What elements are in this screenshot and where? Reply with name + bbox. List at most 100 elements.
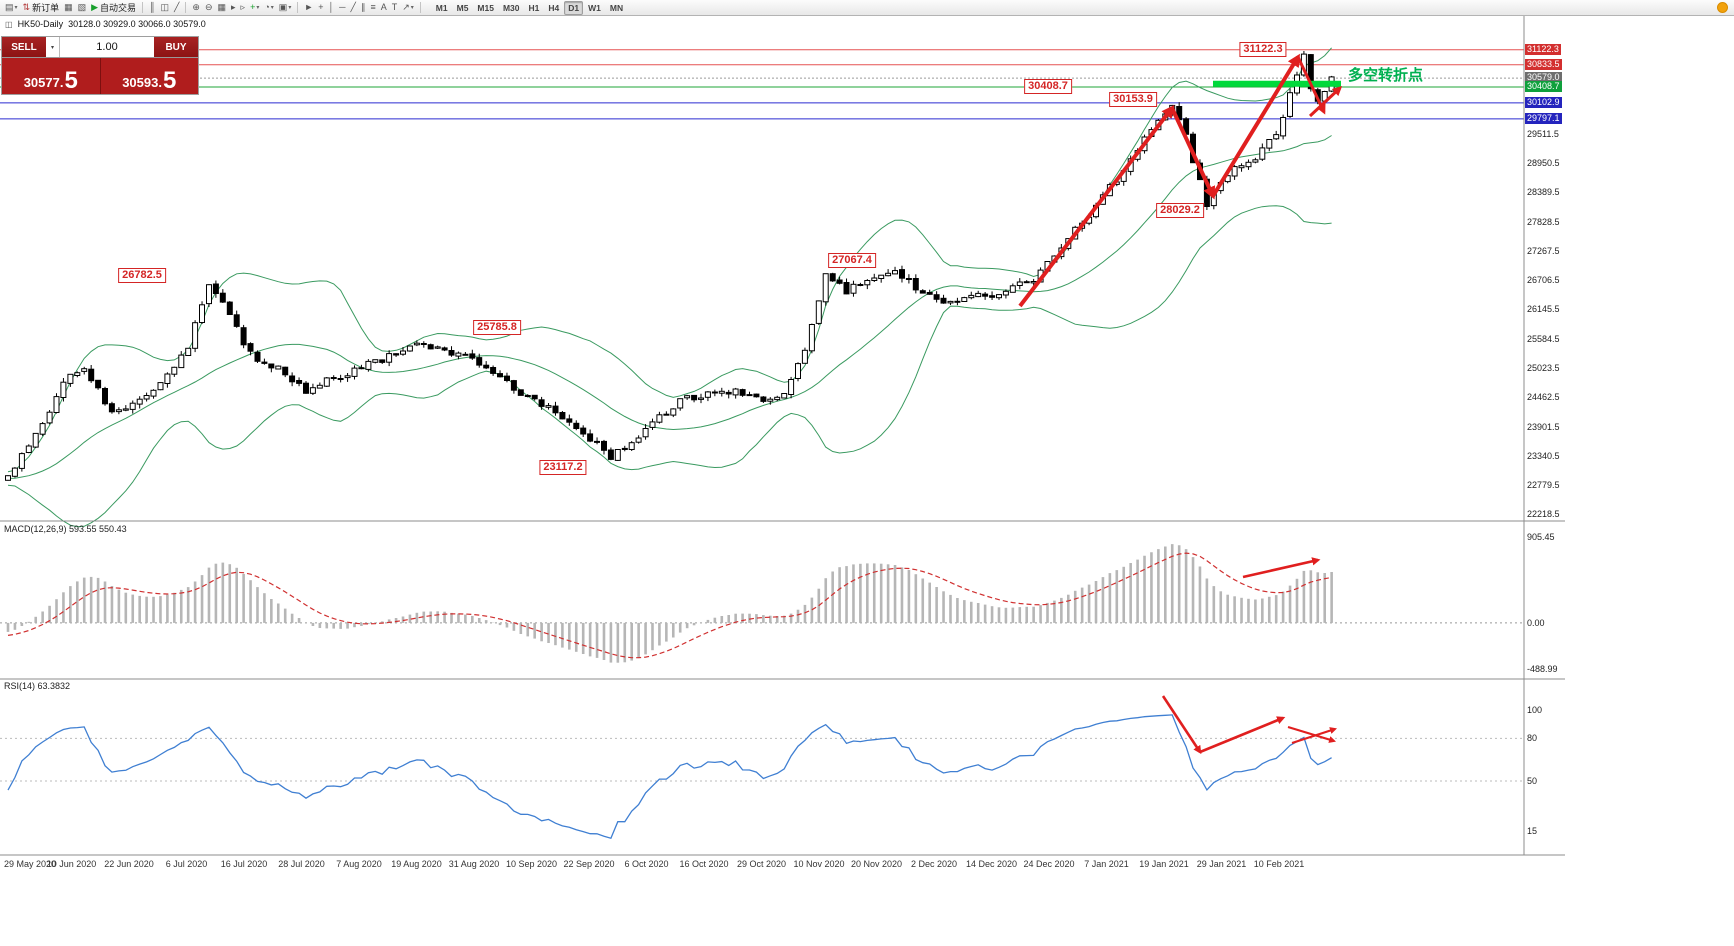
- trend-arrows: [1018, 53, 1343, 308]
- templates-button-dropdown-icon[interactable]: ▾: [288, 5, 292, 11]
- templates-button[interactable]: ▣ ▾: [277, 1, 294, 14]
- templates-icon: ▣: [278, 2, 288, 12]
- one-click-trading-panel: SELL ▾ BUY 30577.5 30593.5: [1, 36, 199, 95]
- vertical-line-icon: │: [328, 2, 335, 12]
- autotrade-button-label: 自动交易: [100, 3, 137, 13]
- bar-chart-button[interactable]: ║: [147, 1, 157, 14]
- text-button[interactable]: A: [379, 1, 389, 14]
- periods-button[interactable]: ◔ ▾: [262, 1, 275, 14]
- zoom-in-button[interactable]: ⊕: [190, 1, 202, 14]
- new-order-button[interactable]: ⇅ 新订单: [21, 1, 62, 14]
- line-chart-button[interactable]: ╱: [172, 1, 181, 14]
- volume-input[interactable]: [60, 37, 154, 57]
- symbol-name: HK50-Daily: [17, 19, 64, 29]
- sell-price-big-digit: 5: [64, 67, 78, 94]
- trendline-icon: ╱: [350, 2, 356, 12]
- crosshair-icon: +: [318, 2, 324, 12]
- horizontal-line-button[interactable]: ─: [337, 1, 347, 14]
- trade-panel-top-row: SELL ▾ BUY: [2, 37, 198, 58]
- timeframe-h4[interactable]: H4: [548, 2, 560, 13]
- autotrade-button[interactable]: ▶ 自动交易: [89, 1, 138, 14]
- toolbar-separator: [185, 2, 187, 13]
- sell-button[interactable]: SELL: [2, 37, 46, 57]
- buy-button[interactable]: BUY: [154, 37, 198, 57]
- candlestick-icon: ◫: [160, 2, 169, 12]
- chart-shift-button[interactable]: ▹: [239, 1, 248, 14]
- zoom-out-button[interactable]: ⊖: [203, 1, 215, 14]
- toolbar-separator: [297, 2, 299, 13]
- vertical-line-button[interactable]: │: [327, 1, 337, 14]
- main-toolbar: ▤ ▾ ⇅ 新订单 ▦ ▧ ▶ 自动交易 ║ ◫ ╱ ⊕ ⊖ ▦ ▸ ▹ + ▾ ◔ ▾ ▣ ▾ ► + │ ─ ╱ ∥ ≡ A T ↗ ▾ M…: [0, 0, 1734, 16]
- volume-dropdown-icon[interactable]: ▾: [46, 37, 60, 57]
- macd-label: MACD(12,26,9) 593.55 550.43: [4, 524, 127, 534]
- trendline-button[interactable]: ╱: [349, 1, 358, 14]
- navigator-button[interactable]: ▧: [76, 1, 89, 14]
- cursor-button[interactable]: ►: [302, 1, 315, 14]
- rsi-line: [7, 714, 1332, 839]
- timeframe-w1[interactable]: W1: [588, 2, 601, 13]
- arrows-tool-button[interactable]: ↗ ▾: [400, 1, 416, 14]
- label-button[interactable]: T: [390, 1, 400, 14]
- arrows-tool-icon: ↗: [402, 2, 410, 12]
- indicators-button-dropdown-icon[interactable]: ▾: [256, 5, 260, 11]
- navigator-icon: ▧: [77, 2, 87, 12]
- toolbar-buttons: ▤ ▾ ⇅ 新订单 ▦ ▧ ▶ 自动交易 ║ ◫ ╱ ⊕ ⊖ ▦ ▸ ▹ + ▾ ◔ ▾ ▣ ▾ ► + │ ─ ╱ ∥ ≡ A T ↗ ▾: [3, 1, 424, 14]
- timeframe-m30[interactable]: M30: [502, 2, 520, 13]
- buy-price-big-digit: 5: [162, 67, 177, 94]
- rsi-label: RSI(14) 63.3832: [4, 681, 71, 691]
- fibonacci-button[interactable]: ≡: [368, 1, 377, 14]
- arrows-tool-button-dropdown-icon[interactable]: ▾: [410, 5, 414, 11]
- indicators-button[interactable]: + ▾: [248, 1, 261, 14]
- new-order-icon: ⇅: [22, 2, 31, 12]
- macd-signal-line: [7, 552, 1332, 659]
- label-icon: T: [391, 2, 398, 12]
- tile-windows-icon: ▦: [217, 2, 226, 12]
- candlestick-button[interactable]: ◫: [158, 1, 171, 14]
- indicators-icon: +: [250, 2, 256, 12]
- periods-button-dropdown-icon[interactable]: ▾: [270, 5, 274, 11]
- auto-scroll-icon: ▸: [231, 2, 236, 12]
- sell-price-main: 30577.: [23, 75, 64, 90]
- tile-windows-button[interactable]: ▦: [215, 1, 228, 14]
- timeframe-toolbar: M1 M5 M15 M30 H1 H4 D1 W1 MN: [432, 0, 627, 15]
- periods-icon: ◔: [264, 2, 270, 12]
- community-icon[interactable]: [1717, 2, 1728, 13]
- market-watch-icon: ▦: [64, 2, 73, 12]
- buy-price-main: 30593.: [122, 75, 162, 90]
- timeframe-m15[interactable]: M15: [477, 2, 494, 13]
- symbol-ohlc-bar: ◫ HK50-Daily 30128.0 30929.0 30066.0 305…: [5, 19, 206, 29]
- cursor-icon: ►: [304, 2, 314, 12]
- chart-window-button-dropdown-icon[interactable]: ▾: [14, 5, 18, 11]
- channel-icon: ∥: [360, 2, 366, 12]
- fibonacci-icon: ≡: [370, 2, 376, 12]
- timeframe-m1[interactable]: M1: [435, 2, 448, 13]
- market-watch-button[interactable]: ▦: [62, 1, 75, 14]
- bar-chart-icon: ║: [149, 2, 156, 12]
- horizontal-line-icon: ─: [339, 2, 346, 12]
- candles-layer: [5, 51, 1335, 481]
- timeframe-h1[interactable]: H1: [528, 2, 540, 13]
- zoom-out-icon: ⊖: [204, 2, 213, 12]
- sell-price[interactable]: 30577. 5: [2, 58, 101, 94]
- autotrade-icon: ▶: [91, 2, 99, 12]
- toolbar-separator: [419, 2, 421, 13]
- symbol-ohlc-values: 30128.0 30929.0 30066.0 30579.0: [68, 19, 206, 29]
- text-icon: A: [380, 2, 387, 12]
- chart-window-icon: ▤: [5, 2, 14, 12]
- auto-scroll-button[interactable]: ▸: [229, 1, 238, 14]
- new-order-button-label: 新订单: [32, 3, 60, 13]
- chart-shift-icon: ▹: [240, 2, 246, 12]
- chart-window-button[interactable]: ▤ ▾: [3, 1, 20, 14]
- crosshair-button[interactable]: +: [316, 1, 325, 14]
- timeframe-m5[interactable]: M5: [456, 2, 469, 13]
- zoom-in-icon: ⊕: [192, 2, 200, 12]
- macd-histogram: [6, 544, 1333, 663]
- buy-price[interactable]: 30593. 5: [100, 58, 198, 94]
- bollinger-bands: [7, 47, 1332, 528]
- toolbar-separator: [142, 2, 144, 13]
- timeframe-mn[interactable]: MN: [609, 2, 624, 13]
- channel-button[interactable]: ∥: [359, 1, 368, 14]
- timeframe-d1[interactable]: D1: [564, 0, 584, 15]
